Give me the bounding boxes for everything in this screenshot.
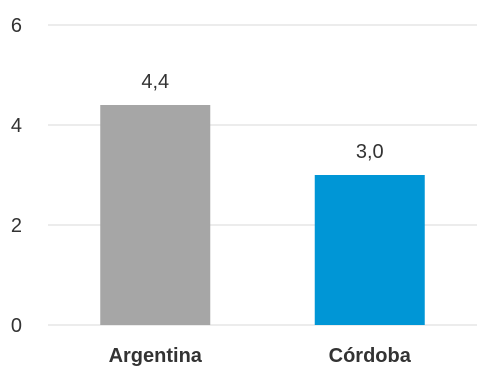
bars <box>100 105 425 325</box>
y-tick-label: 2 <box>11 215 22 237</box>
x-tick-label: Argentina <box>109 345 203 367</box>
data-label: 4,4 <box>141 71 169 93</box>
y-tick-label: 0 <box>11 315 22 337</box>
data-label: 3,0 <box>356 141 384 163</box>
x-tick-label: Córdoba <box>329 345 412 367</box>
y-axis-ticks: 0 2 4 6 <box>11 15 22 337</box>
bar-argentina <box>100 105 211 325</box>
y-tick-label: 4 <box>11 115 22 137</box>
data-labels: 4,4 3,0 <box>141 71 383 163</box>
bar-córdoba <box>314 175 425 325</box>
y-tick-label: 6 <box>11 15 22 37</box>
x-axis-ticks: Argentina Córdoba <box>109 345 412 367</box>
